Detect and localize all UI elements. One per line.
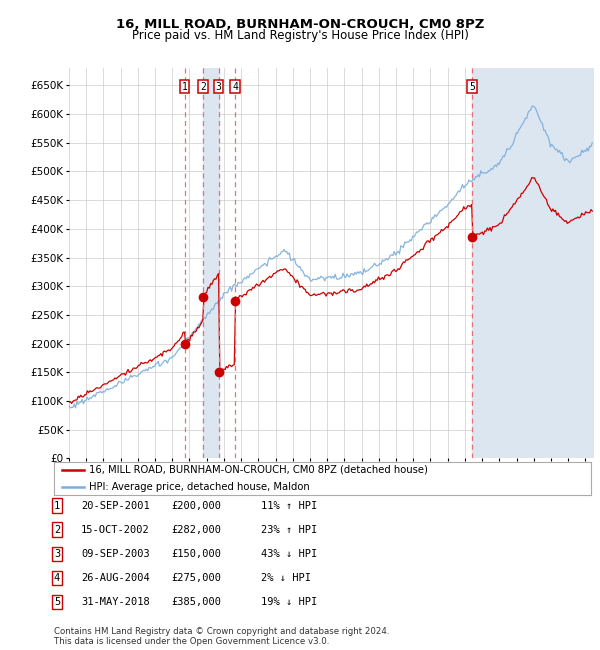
Text: Price paid vs. HM Land Registry's House Price Index (HPI): Price paid vs. HM Land Registry's House … <box>131 29 469 42</box>
Text: 4: 4 <box>54 573 60 583</box>
Text: 16, MILL ROAD, BURNHAM-ON-CROUCH, CM0 8PZ (detached house): 16, MILL ROAD, BURNHAM-ON-CROUCH, CM0 8P… <box>89 465 428 475</box>
Text: 26-AUG-2004: 26-AUG-2004 <box>81 573 150 583</box>
Text: 23% ↑ HPI: 23% ↑ HPI <box>261 525 317 535</box>
Text: HPI: Average price, detached house, Maldon: HPI: Average price, detached house, Mald… <box>89 482 310 492</box>
Text: £150,000: £150,000 <box>171 549 221 559</box>
Text: 1: 1 <box>54 500 60 511</box>
Text: 20-SEP-2001: 20-SEP-2001 <box>81 500 150 511</box>
Text: 19% ↓ HPI: 19% ↓ HPI <box>261 597 317 607</box>
Text: 3: 3 <box>215 82 221 92</box>
Text: £200,000: £200,000 <box>171 500 221 511</box>
Text: £275,000: £275,000 <box>171 573 221 583</box>
Text: £385,000: £385,000 <box>171 597 221 607</box>
Text: 09-SEP-2003: 09-SEP-2003 <box>81 549 150 559</box>
Text: 2% ↓ HPI: 2% ↓ HPI <box>261 573 311 583</box>
Text: 5: 5 <box>469 82 475 92</box>
Text: Contains HM Land Registry data © Crown copyright and database right 2024.: Contains HM Land Registry data © Crown c… <box>54 627 389 636</box>
Text: This data is licensed under the Open Government Licence v3.0.: This data is licensed under the Open Gov… <box>54 637 329 646</box>
Text: 16, MILL ROAD, BURNHAM-ON-CROUCH, CM0 8PZ: 16, MILL ROAD, BURNHAM-ON-CROUCH, CM0 8P… <box>116 18 484 31</box>
Text: £282,000: £282,000 <box>171 525 221 535</box>
Text: 43% ↓ HPI: 43% ↓ HPI <box>261 549 317 559</box>
Text: 2: 2 <box>54 525 60 535</box>
Text: 31-MAY-2018: 31-MAY-2018 <box>81 597 150 607</box>
Bar <box>472 68 594 458</box>
Text: 11% ↑ HPI: 11% ↑ HPI <box>261 500 317 511</box>
Text: 5: 5 <box>54 597 60 607</box>
Text: 3: 3 <box>54 549 60 559</box>
Text: 1: 1 <box>182 82 188 92</box>
Bar <box>203 68 218 458</box>
Text: 4: 4 <box>232 82 238 92</box>
Text: 15-OCT-2002: 15-OCT-2002 <box>81 525 150 535</box>
Text: 2: 2 <box>200 82 206 92</box>
